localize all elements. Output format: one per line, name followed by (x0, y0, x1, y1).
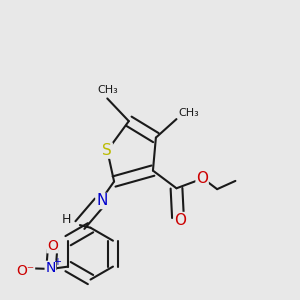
Text: N: N (96, 194, 107, 208)
Text: O⁻: O⁻ (16, 264, 34, 278)
Text: H: H (61, 213, 71, 226)
Text: +: + (53, 257, 62, 268)
Text: N: N (45, 261, 56, 275)
Text: S: S (102, 143, 112, 158)
Text: CH₃: CH₃ (97, 85, 118, 94)
Text: O: O (174, 213, 186, 228)
Text: O: O (196, 171, 208, 186)
Text: CH₃: CH₃ (178, 108, 199, 118)
Text: O: O (47, 239, 58, 253)
